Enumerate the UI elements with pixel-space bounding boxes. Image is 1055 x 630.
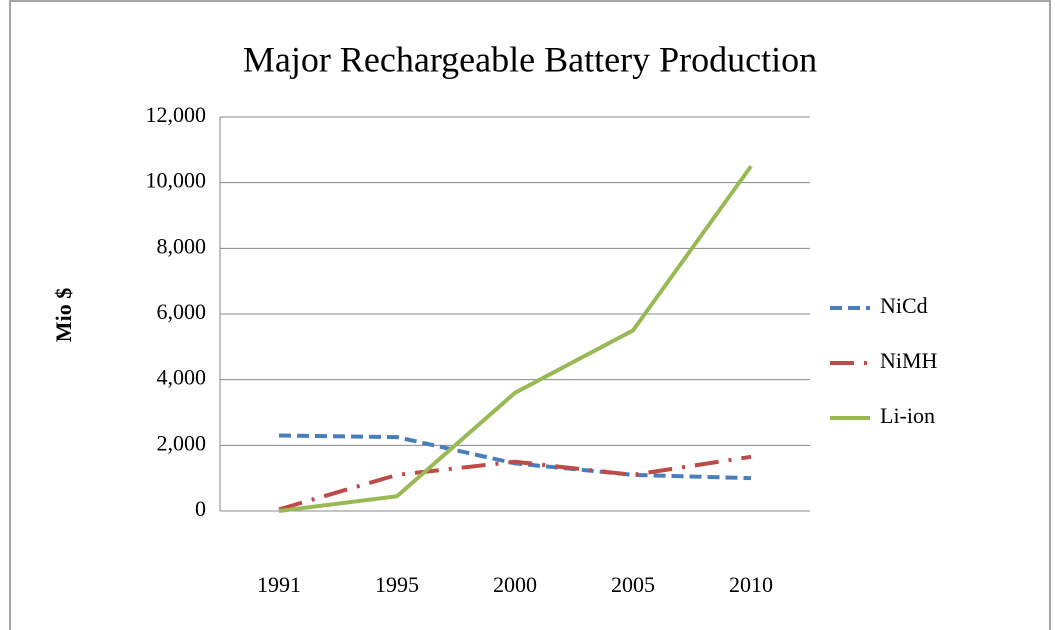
x-tick-label: 1991 <box>257 572 301 597</box>
y-tick-label: 2,000 <box>157 430 207 455</box>
x-tick-label: 2010 <box>729 572 773 597</box>
legend-label: NiMH <box>880 348 938 373</box>
y-tick-label: 6,000 <box>157 299 207 324</box>
x-tick-label: 2000 <box>493 572 537 597</box>
series-line <box>278 165 753 513</box>
x-tick-label: 2005 <box>611 572 655 597</box>
y-tick-label: 8,000 <box>157 233 207 258</box>
series-line <box>278 454 752 512</box>
y-tick-label: 10,000 <box>146 168 207 193</box>
legend-label: NiCd <box>880 293 928 318</box>
y-tick-label: 4,000 <box>157 365 207 390</box>
chart-frame <box>9 0 1051 630</box>
x-tick-label: 1995 <box>375 572 419 597</box>
legend-label: Li-ion <box>880 403 935 428</box>
chart-title: Major Rechargeable Battery Production <box>243 39 817 79</box>
y-axis-label: Mio $ <box>51 288 76 342</box>
y-tick-label: 12,000 <box>146 102 207 127</box>
y-tick-label: 0 <box>195 496 206 521</box>
